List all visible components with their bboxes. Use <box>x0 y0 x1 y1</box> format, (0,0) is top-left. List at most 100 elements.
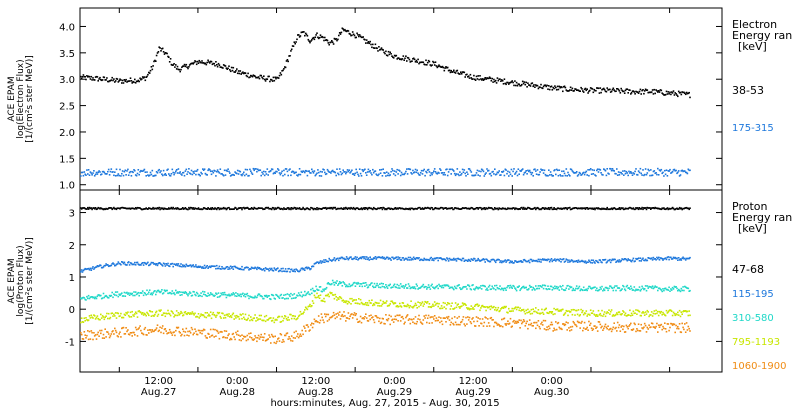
data-point <box>377 207 379 209</box>
data-point <box>495 82 498 84</box>
data-point <box>376 47 378 50</box>
data-point <box>341 27 344 30</box>
data-point <box>313 38 316 41</box>
data-point <box>90 330 93 332</box>
data-point <box>419 208 422 210</box>
data-point <box>317 37 320 40</box>
data-point <box>530 322 533 325</box>
data-point <box>425 59 427 62</box>
data-point <box>650 257 653 259</box>
data-point <box>511 80 513 82</box>
data-point <box>474 304 477 306</box>
data-point <box>218 64 221 66</box>
data-point <box>252 208 255 210</box>
data-point <box>469 308 472 310</box>
data-point <box>503 208 506 210</box>
data-point <box>372 168 374 171</box>
data-point <box>528 311 530 314</box>
data-point <box>270 79 273 81</box>
data-point <box>321 316 323 319</box>
data-point <box>408 285 411 287</box>
data-point <box>406 314 409 316</box>
data-point <box>292 297 295 299</box>
data-point <box>272 207 275 209</box>
data-point <box>156 315 159 317</box>
data-point <box>453 307 456 309</box>
data-point <box>320 175 323 177</box>
data-point <box>493 305 495 308</box>
data-point <box>276 207 278 210</box>
data-point <box>171 168 174 171</box>
data-point <box>349 172 351 174</box>
data-point <box>293 317 296 320</box>
data-point <box>487 206 490 209</box>
data-point <box>238 268 241 270</box>
data-point <box>196 60 199 63</box>
data-point <box>396 305 398 307</box>
data-point <box>553 307 555 310</box>
data-point <box>337 172 339 175</box>
data-point <box>454 258 457 260</box>
data-point <box>239 170 242 173</box>
data-point <box>595 259 597 262</box>
data-point <box>548 169 550 171</box>
data-point <box>209 208 211 210</box>
data-point <box>594 89 596 92</box>
data-point <box>413 208 416 210</box>
data-point <box>131 263 133 266</box>
data-point <box>550 173 553 176</box>
data-point <box>501 287 503 290</box>
data-point <box>155 174 157 177</box>
data-point <box>595 289 597 292</box>
data-point <box>286 170 289 173</box>
data-point <box>353 208 356 210</box>
data-point <box>542 85 545 88</box>
data-point <box>474 288 476 291</box>
data-point <box>460 258 462 261</box>
data-point <box>512 170 514 173</box>
data-point <box>302 294 304 296</box>
data-point <box>301 171 303 173</box>
data-point <box>135 261 138 264</box>
data-point <box>250 296 253 298</box>
data-point <box>441 258 444 261</box>
y-axis-label: ACE EPAM <box>7 76 17 121</box>
data-point <box>104 208 106 211</box>
data-point <box>680 331 683 334</box>
data-point <box>198 208 201 210</box>
data-point <box>551 175 554 177</box>
data-point <box>249 268 251 270</box>
data-point <box>388 53 391 56</box>
data-point <box>553 327 555 330</box>
data-point <box>203 168 206 170</box>
data-point <box>596 314 598 316</box>
data-point <box>390 170 392 173</box>
data-point <box>642 311 644 313</box>
data-point <box>677 257 680 259</box>
data-point <box>234 171 236 173</box>
data-point <box>392 173 395 175</box>
data-point <box>374 315 377 317</box>
data-point <box>127 329 129 331</box>
data-point <box>187 294 189 297</box>
data-point <box>269 170 271 173</box>
data-point <box>666 93 669 95</box>
data-point <box>345 320 347 322</box>
data-point <box>377 256 379 259</box>
data-point <box>152 330 154 333</box>
data-point <box>677 90 680 93</box>
data-point <box>543 328 546 330</box>
data-point <box>272 336 275 338</box>
data-point <box>556 287 559 290</box>
data-point <box>399 314 401 316</box>
data-point <box>393 283 396 286</box>
data-point <box>160 170 162 172</box>
data-point <box>127 174 130 176</box>
data-point <box>683 257 685 260</box>
data-point <box>438 283 440 286</box>
data-point <box>364 303 366 306</box>
data-point <box>150 315 153 317</box>
data-point <box>449 168 452 171</box>
data-point <box>263 333 266 335</box>
data-point <box>284 334 287 337</box>
